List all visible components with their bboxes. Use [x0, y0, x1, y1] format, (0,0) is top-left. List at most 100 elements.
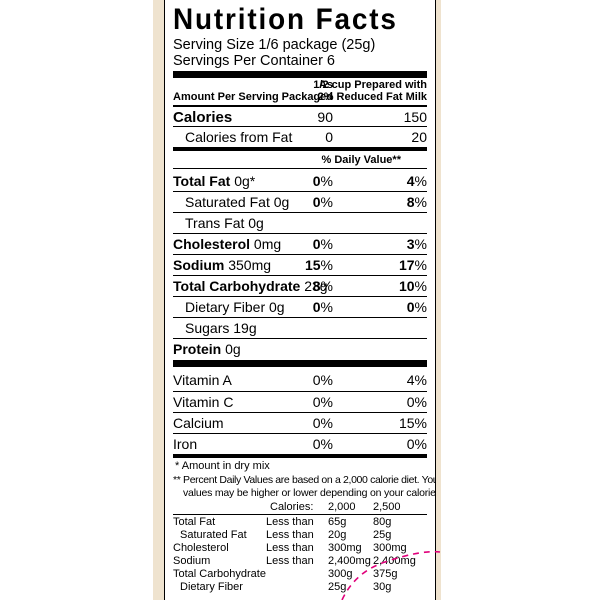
amount-per-serving-header: Amount Per Serving: [173, 91, 279, 103]
rule: [173, 168, 427, 169]
dv-number: 17: [398, 257, 415, 273]
vitamin-c-packaged: 0%: [312, 394, 333, 410]
calcium-prepared: 15%: [398, 415, 427, 431]
rule: [173, 126, 427, 127]
dv-number: 0: [312, 299, 321, 315]
rule: [173, 433, 427, 434]
dietary-fiber-prepared-dv: 0%: [407, 299, 427, 315]
rule: [173, 454, 427, 458]
rule: [173, 212, 427, 213]
ref-row-2500: 80g: [373, 516, 392, 528]
ref-row-2000: 2,400mg: [328, 555, 371, 567]
ref-row-2500: 2,400mg: [373, 555, 416, 567]
ref-row-label: Total Fat: [173, 516, 216, 528]
vitamin-a-packaged: 0%: [312, 372, 333, 388]
rule: [173, 391, 427, 392]
total-fat-amount: 0g*: [234, 173, 256, 189]
cholesterol-prepared-dv: 3%: [407, 236, 427, 252]
dv-number: 4: [406, 173, 415, 189]
calcium-packaged: 0%: [312, 415, 333, 431]
thick-rule: [173, 71, 427, 78]
sodium-label: Sodium: [173, 257, 225, 273]
sugars-label: Sugars 19g: [185, 320, 257, 336]
footnote-daily-values-line2: values may be higher or lower depending …: [183, 487, 436, 499]
dv-percent-sign: %: [414, 278, 427, 294]
rule: [173, 412, 427, 413]
panel-title: Nutrition Facts: [173, 3, 398, 36]
dv-number: 0: [406, 299, 415, 315]
ref-row-2000: 300mg: [328, 542, 362, 554]
as-packaged-header-line1: As: [318, 79, 333, 91]
protein-amount: 0g: [225, 341, 241, 357]
rule: [173, 105, 427, 107]
sodium-amount: 350mg: [228, 257, 272, 273]
dv-number: 0: [312, 173, 321, 189]
dietary-fiber-label: Dietary Fiber 0g: [185, 299, 285, 315]
sodium-prepared-dv: 17%: [399, 257, 427, 273]
ref-row-qualifier: Less than: [266, 542, 314, 554]
dv-percent-sign: %: [320, 278, 333, 294]
vitamin-c-label: Vitamin C: [173, 394, 234, 410]
dv-number: 0: [312, 236, 321, 252]
total-fat-row: Total Fat 0g*: [173, 173, 255, 189]
ref-row-2500: 375g: [373, 568, 398, 580]
ref-row-qualifier: Less than: [266, 516, 314, 528]
iron-label: Iron: [173, 436, 198, 452]
dv-number: 8: [406, 194, 415, 210]
ref-row-2000: 65g: [328, 516, 347, 528]
ref-row-label: Saturated Fat: [180, 529, 247, 541]
daily-value-header: % Daily Value**: [321, 154, 402, 166]
dv-number: 0: [312, 194, 321, 210]
rule: [173, 147, 427, 151]
calories-prepared: 150: [403, 109, 427, 125]
calories-packaged: 90: [317, 109, 333, 125]
reference-col-2000: 2,000: [328, 501, 356, 513]
saturated-fat-label: Saturated Fat 0g: [185, 194, 290, 210]
calories-from-fat-label: Calories from Fat: [185, 129, 293, 145]
ref-row-label: Sodium: [173, 555, 211, 567]
dv-percent-sign: %: [414, 299, 427, 315]
dv-percent-sign: %: [320, 173, 333, 189]
dv-percent-sign: %: [320, 194, 333, 210]
calcium-label: Calcium: [173, 415, 224, 431]
prepared-header-line1: 1/2 cup Prepared with: [313, 79, 427, 91]
vitamin-c-prepared: 0%: [406, 394, 427, 410]
dv-number: 3: [406, 236, 415, 252]
servings-per-container: Servings Per Container 6: [173, 53, 335, 69]
saturated-fat-prepared-dv: 8%: [407, 194, 427, 210]
calories-from-fat-packaged: 0: [325, 129, 333, 145]
footnote-daily-values-line1: ** Percent Daily Values are based on a 2…: [173, 474, 436, 486]
reference-calories-label: Calories:: [270, 501, 314, 513]
reference-col-2500: 2,500: [373, 501, 401, 513]
footnote-dry-mix: * Amount in dry mix: [175, 460, 270, 472]
vitamin-a-label: Vitamin A: [173, 372, 232, 388]
dv-percent-sign: %: [320, 299, 333, 315]
ref-row-2000: 25g: [328, 581, 347, 593]
trans-fat-label: Trans Fat 0g: [185, 215, 264, 231]
sodium-packaged-dv: 15%: [305, 257, 333, 273]
dv-number: 8: [312, 278, 321, 294]
dv-percent-sign: %: [320, 257, 333, 273]
ref-row-2500: 300mg: [373, 542, 407, 554]
cholesterol-amount: 0mg: [253, 236, 282, 252]
rule: [173, 317, 427, 318]
as-packaged-header-line2: Packaged: [281, 91, 333, 103]
dv-percent-sign: %: [414, 194, 427, 210]
iron-prepared: 0%: [406, 436, 427, 452]
dietary-fiber-packaged-dv: 0%: [313, 299, 333, 315]
total-carbohydrate-amount: 23g: [304, 278, 328, 294]
protein-label: Protein: [173, 341, 222, 357]
serving-size: Serving Size 1/6 package (25g): [173, 37, 376, 53]
vitamin-a-prepared: 4%: [406, 372, 427, 388]
saturated-fat-packaged-dv: 0%: [313, 194, 333, 210]
rule: [173, 233, 427, 234]
cholesterol-packaged-dv: 0%: [313, 236, 333, 252]
total-fat-label: Total Fat: [173, 173, 231, 189]
rule: [173, 514, 427, 515]
ref-row-2500: 25g: [373, 529, 392, 541]
ref-row-qualifier: Less than: [266, 529, 314, 541]
ref-row-2500: 30g: [373, 581, 392, 593]
thick-rule: [173, 360, 427, 367]
calories-label: Calories: [173, 109, 233, 126]
ref-row-2000: 300g: [328, 568, 353, 580]
